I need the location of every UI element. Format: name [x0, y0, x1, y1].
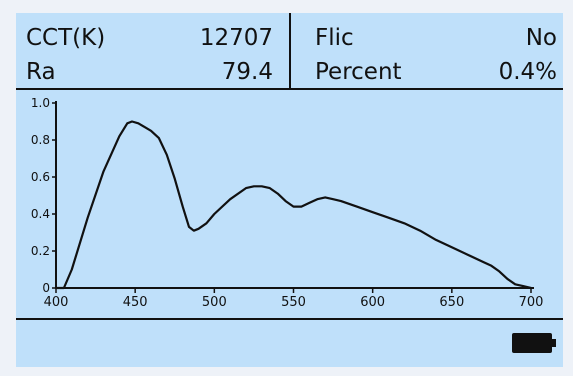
- cct-value: 12707: [199, 25, 273, 51]
- flicker-value: No: [525, 25, 557, 51]
- y-tick-label: 0: [42, 281, 50, 295]
- x-tick-label: 700: [519, 295, 544, 310]
- ra-value: 79.4: [221, 59, 273, 85]
- device-screen: CCT(K) 12707 Ra 79.4 Flic No Percent 0.4…: [16, 13, 563, 367]
- x-tick-label: 400: [44, 295, 69, 310]
- ra-label: Ra: [26, 59, 56, 85]
- y-tick-label: 0.4: [31, 207, 50, 221]
- x-tick-label: 550: [281, 295, 306, 310]
- footer-separator: [16, 318, 563, 320]
- y-tick-label: 0.6: [31, 170, 50, 184]
- percent-label: Percent: [315, 59, 402, 85]
- header-separator: [16, 88, 563, 90]
- battery-tip-icon: [551, 339, 556, 347]
- x-tick-label: 500: [202, 295, 227, 310]
- x-tick-label: 600: [360, 295, 385, 310]
- y-tick-label: 0.2: [31, 244, 50, 258]
- x-tick-label: 650: [439, 295, 464, 310]
- battery-icon: [512, 333, 552, 353]
- cct-label: CCT(K): [26, 25, 106, 51]
- percent-value: 0.4%: [498, 59, 557, 85]
- spectrum-series-line: [54, 120, 533, 290]
- header-divider: [289, 13, 291, 89]
- x-tick-label: 450: [123, 295, 148, 310]
- y-tick-label: 1.0: [31, 96, 50, 110]
- y-tick-label: 0.8: [31, 133, 50, 147]
- flicker-label: Flic: [315, 25, 354, 51]
